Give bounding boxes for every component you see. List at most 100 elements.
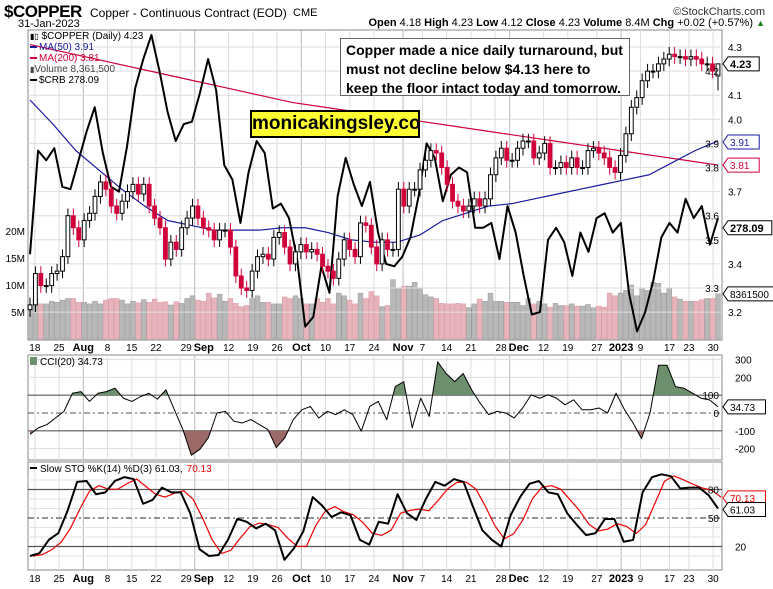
price-axis-label: 3.5 (705, 236, 719, 247)
x-tick-label: 22 (150, 574, 162, 585)
candle-body (704, 63, 710, 66)
x-tick-label: 7 (420, 574, 426, 585)
candle-body (163, 227, 168, 260)
x-tick-label: Nov (393, 573, 415, 585)
volume-bar (390, 279, 396, 340)
volume-bar (103, 299, 109, 340)
candle-body (439, 152, 445, 168)
volume-bar (541, 303, 548, 340)
x-tick-label: 25 (54, 574, 66, 585)
x-tick-label: 10 (320, 343, 332, 354)
candle-body (125, 191, 130, 202)
candle-body (531, 140, 537, 159)
x-tick-label: Sep (194, 342, 214, 354)
candle-body (325, 265, 331, 272)
candle-body (309, 248, 315, 253)
candle-body (390, 248, 396, 251)
price-axis-label: 3.6 (705, 212, 719, 223)
legend-volume-text: Volume 8,361,500 (34, 64, 116, 75)
volume-bar (428, 296, 434, 340)
candle-body (547, 142, 553, 168)
candle-body (282, 232, 288, 248)
x-tick-label: 19 (247, 343, 259, 354)
cci-last-tag: 34.73 (730, 403, 755, 414)
candle-body (596, 147, 602, 154)
price-axis-label: 3.2 (728, 308, 742, 319)
panel-frame-cci (27, 354, 723, 461)
x-tick-label: 19 (247, 574, 259, 585)
candle-body (233, 246, 239, 277)
x-tick-label: Nov (393, 342, 415, 354)
sto-axis-label: 50 (708, 514, 720, 525)
volume-bar (184, 298, 190, 340)
volume-bar (59, 299, 66, 340)
x-tick-label: 14 (441, 343, 453, 354)
volume-axis-label: 20M (6, 227, 25, 238)
crb-last-tag: 278.09 (730, 223, 764, 235)
stockcharts-copyright[interactable]: ©StockCharts.com (673, 6, 765, 18)
volume-bar (466, 307, 472, 340)
legend-crb: $CRB 278.09 (30, 75, 99, 86)
sto-k-last-tag: 61.03 (730, 506, 755, 517)
volume-bar (211, 297, 217, 340)
chart-symbol-title: $COPPER (4, 2, 82, 21)
x-tick-label: 29 (181, 574, 193, 585)
x-tick-label: 18 (29, 574, 41, 585)
ma50-line (29, 99, 719, 243)
candle-body (563, 162, 569, 168)
candle-body (666, 53, 672, 60)
volume-bar (520, 305, 526, 340)
sto-d-line (32, 475, 722, 557)
price-axis-label: 3.8 (705, 164, 719, 175)
candle-body (650, 70, 656, 73)
candle-body (433, 150, 439, 154)
volume-bar (449, 303, 456, 340)
volume-bar (65, 298, 71, 340)
candle-body (54, 270, 60, 275)
volume-label: Volume (583, 17, 623, 29)
volume-bar (238, 306, 244, 340)
volume-bar (455, 303, 461, 340)
volume-bar (612, 295, 618, 340)
legend-ma200-text: MA(200) 3.81 (39, 53, 100, 64)
low-label: Low (476, 17, 499, 29)
ma50-swatch-icon (30, 46, 37, 49)
volume-bar (119, 299, 125, 340)
candle-body (358, 222, 363, 258)
ma200-last-tag: 3.81 (730, 161, 750, 172)
legend-price-text: $COPPER (Daily) 4.23 (41, 31, 144, 42)
price-axis-label: 4.0 (728, 115, 742, 126)
volume-bar (287, 298, 293, 340)
volume-bar (688, 300, 694, 340)
volume-bar (509, 302, 515, 340)
x-tick-label: 12 (538, 574, 550, 585)
volume-bar (498, 300, 504, 340)
candle-body (634, 97, 640, 108)
candle-body (471, 198, 477, 207)
candle-body (618, 154, 623, 173)
candle-body (114, 205, 120, 214)
volume-bar (222, 300, 228, 340)
volume-bar (601, 306, 607, 340)
candle-body (249, 270, 255, 291)
instrument-name: Copper - Continuous Contract (EOD) (90, 6, 287, 20)
candle-body (401, 188, 407, 207)
volume-bar (617, 292, 624, 340)
candle-body (49, 273, 55, 287)
x-tick-label: 17 (664, 343, 676, 354)
x-tick-label: Aug (73, 342, 94, 354)
candle-body (553, 167, 558, 169)
candle-body (303, 244, 309, 253)
legend-ma200: MA(200) 3.81 (30, 53, 100, 64)
sto-axis-label: 80 (708, 486, 720, 497)
volume-bar (569, 303, 575, 340)
candle-body (656, 63, 661, 72)
ma200-swatch-icon (30, 57, 37, 60)
x-tick-label: 9 (638, 574, 644, 585)
volume-bars-icon: ▮ (30, 65, 35, 74)
candle-body (417, 169, 423, 190)
crb-last-tag-box (722, 220, 773, 236)
candle-body (591, 147, 596, 152)
volume-bar (579, 305, 586, 340)
